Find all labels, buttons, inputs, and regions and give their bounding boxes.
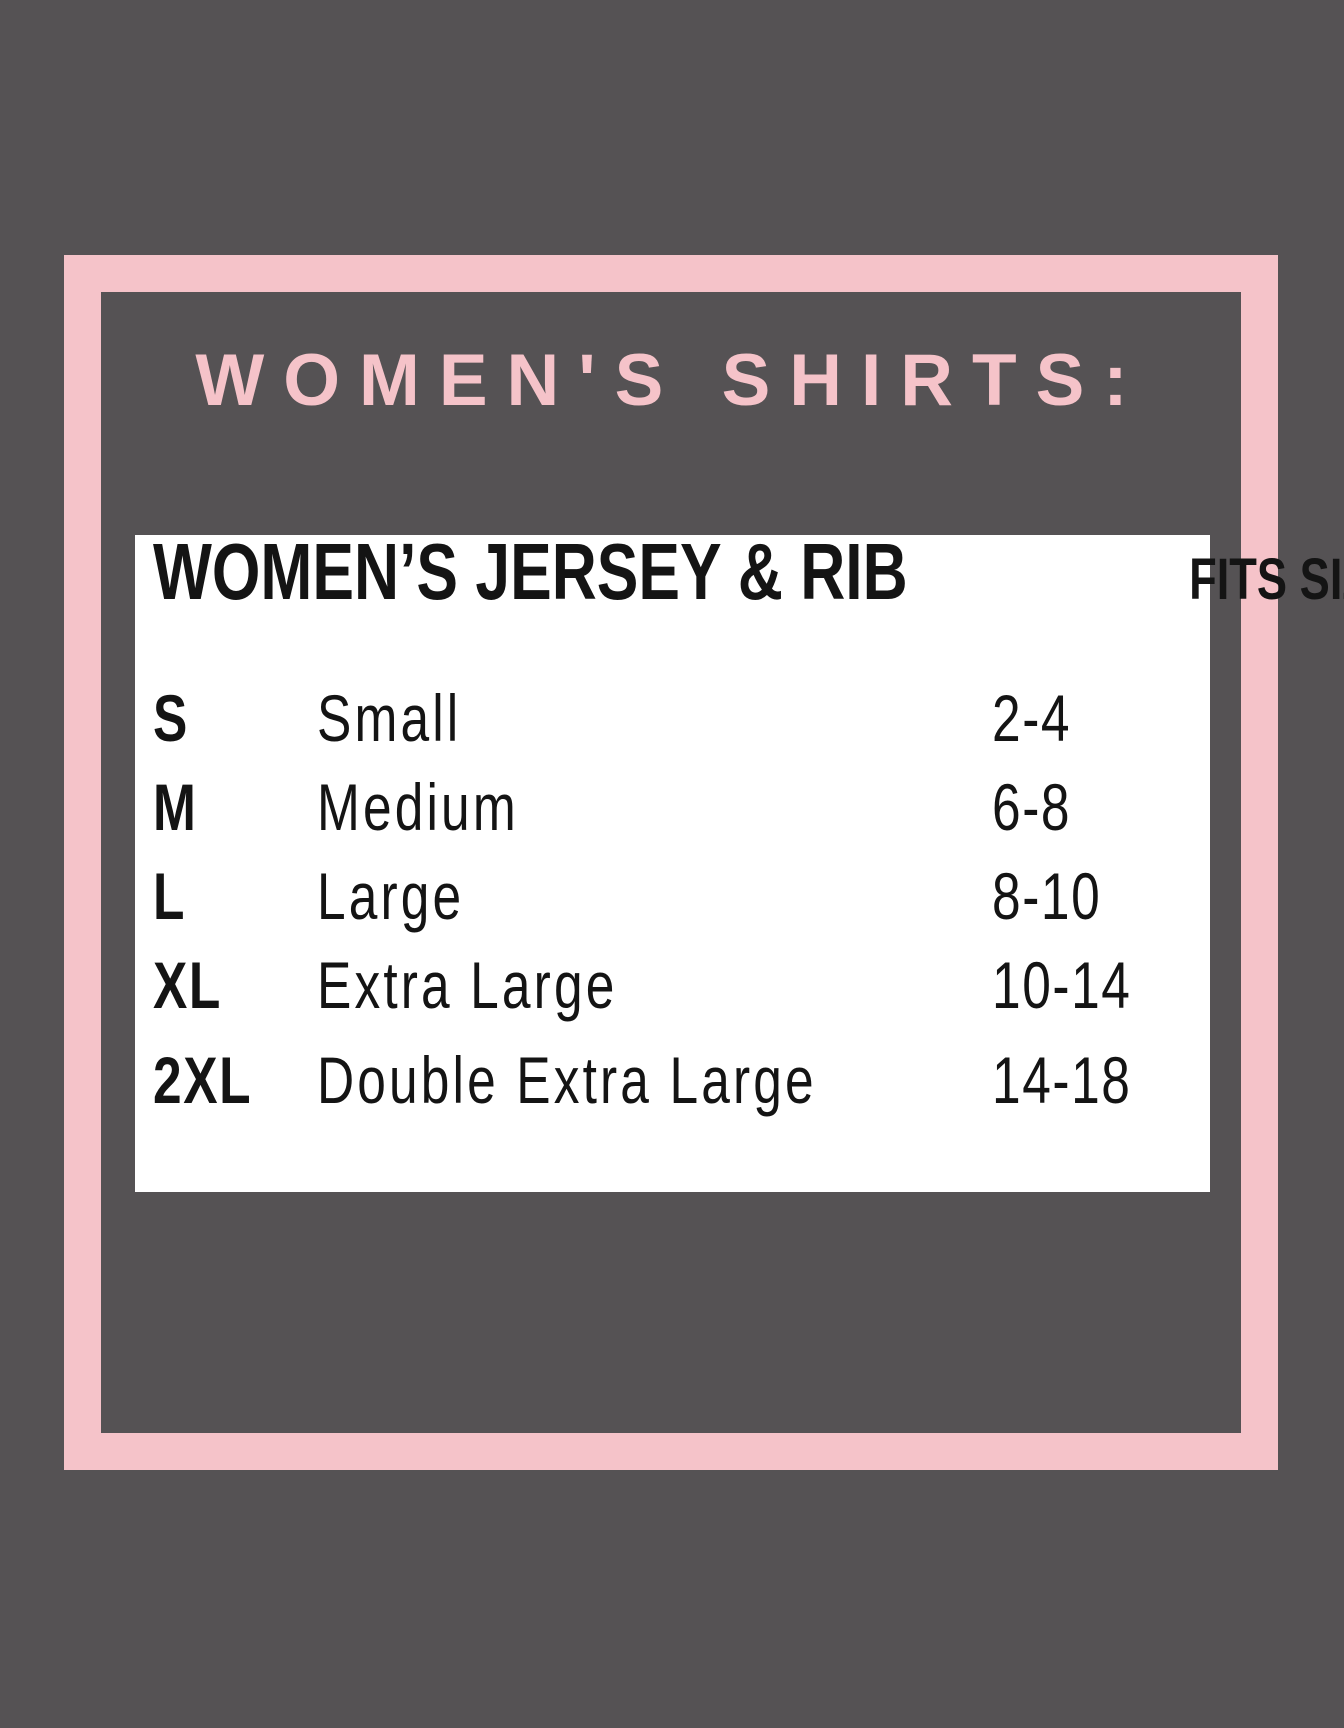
pink-border-frame (64, 255, 1278, 1470)
size-chart-row: 2XL Double Extra Large 14-18 (135, 1047, 1210, 1119)
size-chart-row: S Small 2-4 (135, 685, 1210, 757)
size-code: 2XL (153, 1043, 253, 1117)
size-name: Small (317, 681, 462, 755)
size-fits-range: 10-14 (992, 948, 1132, 1022)
size-code: M (153, 770, 198, 844)
size-name: Medium (317, 770, 519, 844)
size-name: Large (317, 859, 465, 933)
page-title: WOMEN'S SHIRTS: (195, 340, 1147, 421)
size-fits-range: 14-18 (992, 1043, 1132, 1117)
size-name: Double Extra Large (317, 1043, 817, 1117)
size-chart-header: WOMEN’S JERSEY & RIB FITS SIZES (153, 527, 1344, 616)
size-code: S (153, 681, 189, 755)
size-code: L (153, 859, 187, 933)
size-name: Extra Large (317, 948, 618, 1022)
size-chart-row: M Medium 6-8 (135, 774, 1210, 846)
size-fits-range: 8-10 (992, 859, 1102, 933)
size-chart-row: L Large 8-10 (135, 863, 1210, 935)
size-code: XL (153, 948, 222, 1022)
size-chart-header-fits-sizes: FITS SIZES (1188, 547, 1344, 612)
size-fits-range: 2-4 (992, 681, 1072, 755)
size-chart-header-product: WOMEN’S JERSEY & RIB (153, 527, 908, 616)
size-chart-panel: WOMEN’S JERSEY & RIB FITS SIZES S Small … (135, 527, 1344, 1192)
size-chart-row: XL Extra Large 10-14 (135, 952, 1210, 1024)
size-fits-range: 6-8 (992, 770, 1072, 844)
